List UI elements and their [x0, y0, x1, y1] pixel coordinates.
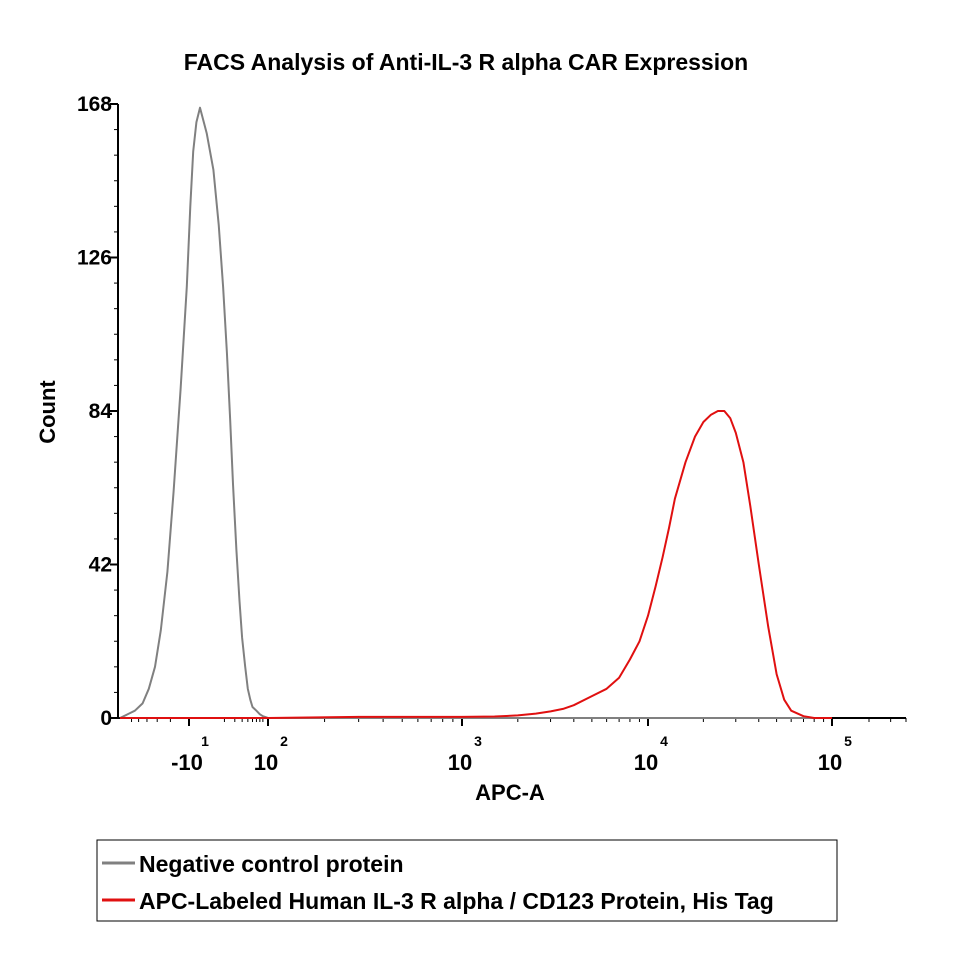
x-tick-exponent: 5 [844, 733, 852, 749]
legend-label-negative-control: Negative control protein [139, 851, 404, 877]
legend-label-apc-labeled: APC-Labeled Human IL-3 R alpha / CD123 P… [139, 888, 774, 914]
y-tick-label: 0 [100, 707, 112, 730]
chart-title: FACS Analysis of Anti-IL-3 R alpha CAR E… [184, 49, 748, 75]
x-tick-label: 10 [818, 750, 842, 775]
x-tick-exponent: 3 [474, 733, 482, 749]
x-axis-label: APC-A [475, 780, 545, 805]
x-tick-exponent: 4 [660, 733, 668, 749]
series-layer [119, 106, 832, 719]
x-tick-exponent: 1 [201, 733, 209, 749]
y-axis: 0 42 84 126 168 [77, 93, 119, 730]
legend: Negative control protein APC-Labeled Hum… [96, 839, 838, 922]
y-tick-label: 168 [77, 93, 112, 116]
x-tick-label: 10 [254, 750, 278, 775]
x-tick-exponent: 2 [280, 733, 288, 749]
y-ticks: 0 42 84 126 168 [77, 93, 118, 730]
legend-box [96, 839, 838, 922]
series-line-apc-labeled [120, 410, 832, 719]
y-tick-label: 126 [77, 247, 112, 270]
x-tick-label: 10 [448, 750, 472, 775]
y-tick-label: 84 [89, 400, 113, 423]
y-tick-label: 42 [89, 554, 112, 577]
y-axis-label: Count [35, 380, 60, 444]
x-tick-label: -10 [171, 750, 203, 775]
x-tick-label: 10 [634, 750, 658, 775]
